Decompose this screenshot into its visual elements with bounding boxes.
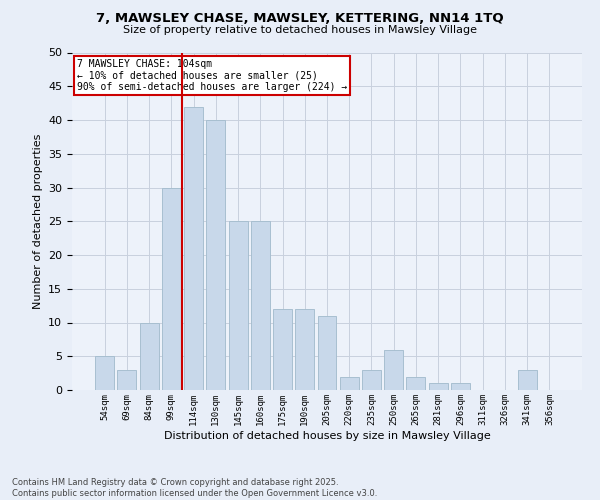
Y-axis label: Number of detached properties: Number of detached properties <box>32 134 43 309</box>
Bar <box>295 309 314 390</box>
Bar <box>451 383 470 390</box>
Bar <box>229 221 248 390</box>
Bar <box>429 383 448 390</box>
Bar <box>518 370 536 390</box>
Bar <box>251 221 270 390</box>
Text: 7 MAWSLEY CHASE: 104sqm
← 10% of detached houses are smaller (25)
90% of semi-de: 7 MAWSLEY CHASE: 104sqm ← 10% of detache… <box>77 59 347 92</box>
Bar <box>140 322 158 390</box>
Bar <box>162 188 181 390</box>
Bar <box>206 120 225 390</box>
Bar <box>184 106 203 390</box>
Bar <box>340 376 359 390</box>
Text: Contains HM Land Registry data © Crown copyright and database right 2025.
Contai: Contains HM Land Registry data © Crown c… <box>12 478 377 498</box>
Bar <box>95 356 114 390</box>
X-axis label: Distribution of detached houses by size in Mawsley Village: Distribution of detached houses by size … <box>164 430 490 440</box>
Text: 7, MAWSLEY CHASE, MAWSLEY, KETTERING, NN14 1TQ: 7, MAWSLEY CHASE, MAWSLEY, KETTERING, NN… <box>96 12 504 26</box>
Text: Size of property relative to detached houses in Mawsley Village: Size of property relative to detached ho… <box>123 25 477 35</box>
Bar <box>384 350 403 390</box>
Bar <box>406 376 425 390</box>
Bar <box>362 370 381 390</box>
Bar <box>273 309 292 390</box>
Bar <box>317 316 337 390</box>
Bar <box>118 370 136 390</box>
